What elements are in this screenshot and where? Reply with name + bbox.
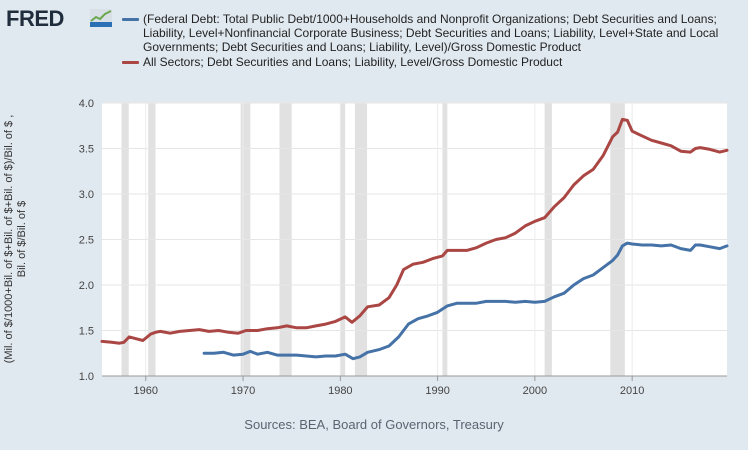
legend-label-series-2: All Sectors; Debt Securities and Loans; … (143, 55, 563, 69)
y-axis-label: (Mil. of $/1000+Bil. of $+Bil. of $+Bil.… (3, 114, 28, 364)
source-note: Sources: BEA, Board of Governors, Treasu… (244, 417, 504, 432)
x-tick-label: 2000 (523, 385, 547, 397)
x-tick-label: 1980 (328, 385, 352, 397)
x-tick-label: 2010 (620, 385, 644, 397)
series-line-2 (100, 117, 729, 345)
series-line-1 (202, 241, 729, 361)
y-tick-label: 1.5 (79, 326, 94, 338)
y-tick-label: 3.0 (79, 189, 94, 201)
legend-swatch-series-2 (122, 61, 139, 64)
chart-legend: (Federal Debt: Total Public Debt/1000+Ho… (122, 12, 732, 70)
x-tick-label: 1990 (425, 385, 449, 397)
y-tick-label: 1.0 (79, 371, 94, 383)
trend-line-icon (90, 9, 112, 27)
x-tick-label: 1960 (134, 385, 158, 397)
legend-label-series-1: (Federal Debt: Total Public Debt/1000+Ho… (143, 12, 719, 54)
y-tick-label: 2.5 (79, 235, 94, 247)
legend-item-series-2: All Sectors; Debt Securities and Loans; … (122, 55, 732, 69)
y-tick-label: 2.0 (79, 280, 94, 292)
x-tick-label: 1970 (231, 385, 255, 397)
y-tick-label: 3.5 (79, 144, 94, 156)
y-tick-label: 4.0 (79, 98, 94, 110)
legend-swatch-series-1 (122, 18, 139, 21)
fred-logo: FRED (6, 6, 64, 31)
legend-item-series-1: (Federal Debt: Total Public Debt/1000+Ho… (122, 12, 732, 54)
